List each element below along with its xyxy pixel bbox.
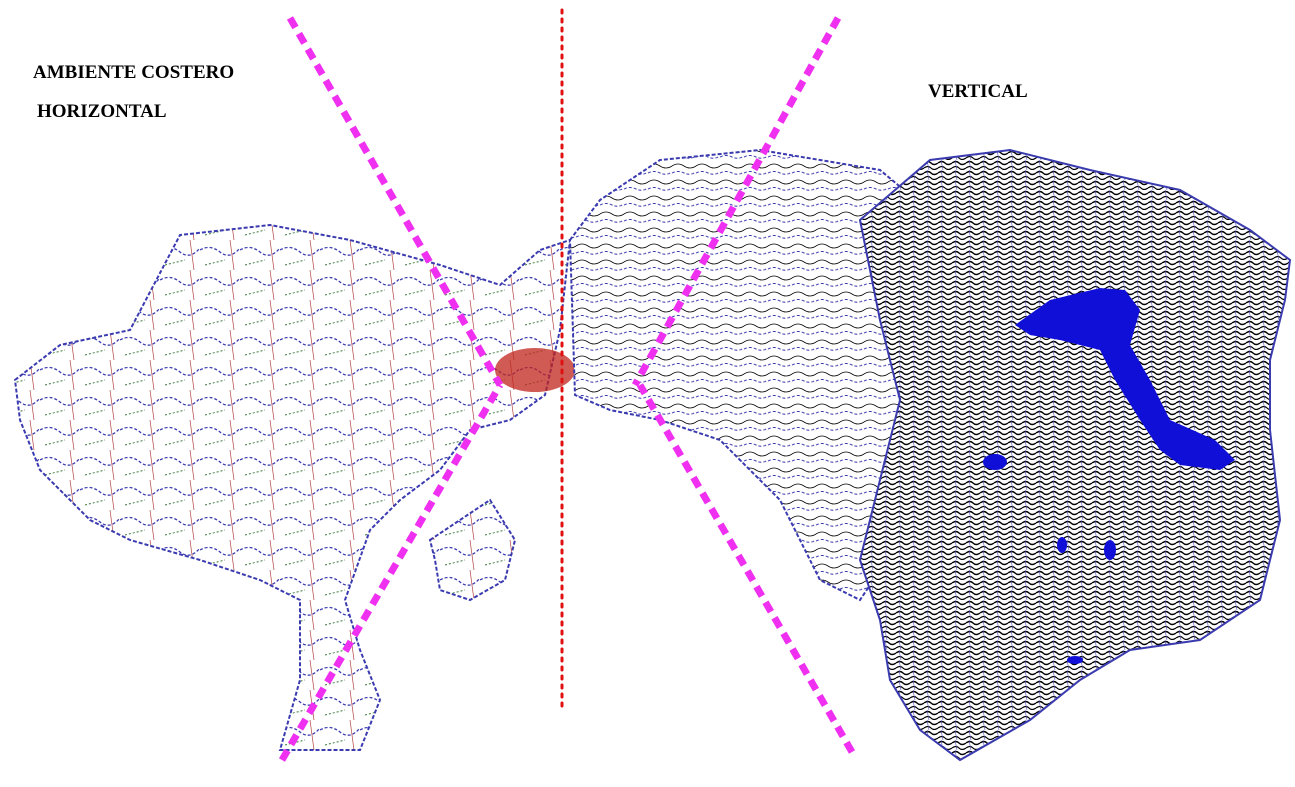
pond	[983, 454, 1007, 470]
pond	[1104, 540, 1116, 560]
zone-label: HORIZONTAL	[37, 101, 167, 122]
pond	[1067, 656, 1083, 664]
coastal-land	[15, 225, 570, 750]
island	[430, 500, 515, 600]
pond	[1057, 537, 1067, 553]
zone-label: VERTICAL	[928, 81, 1028, 102]
map: AMBIENTE COSTERO HORIZONTAL VERTICAL	[0, 0, 1295, 787]
zone-label: AMBIENTE COSTERO	[33, 62, 234, 83]
